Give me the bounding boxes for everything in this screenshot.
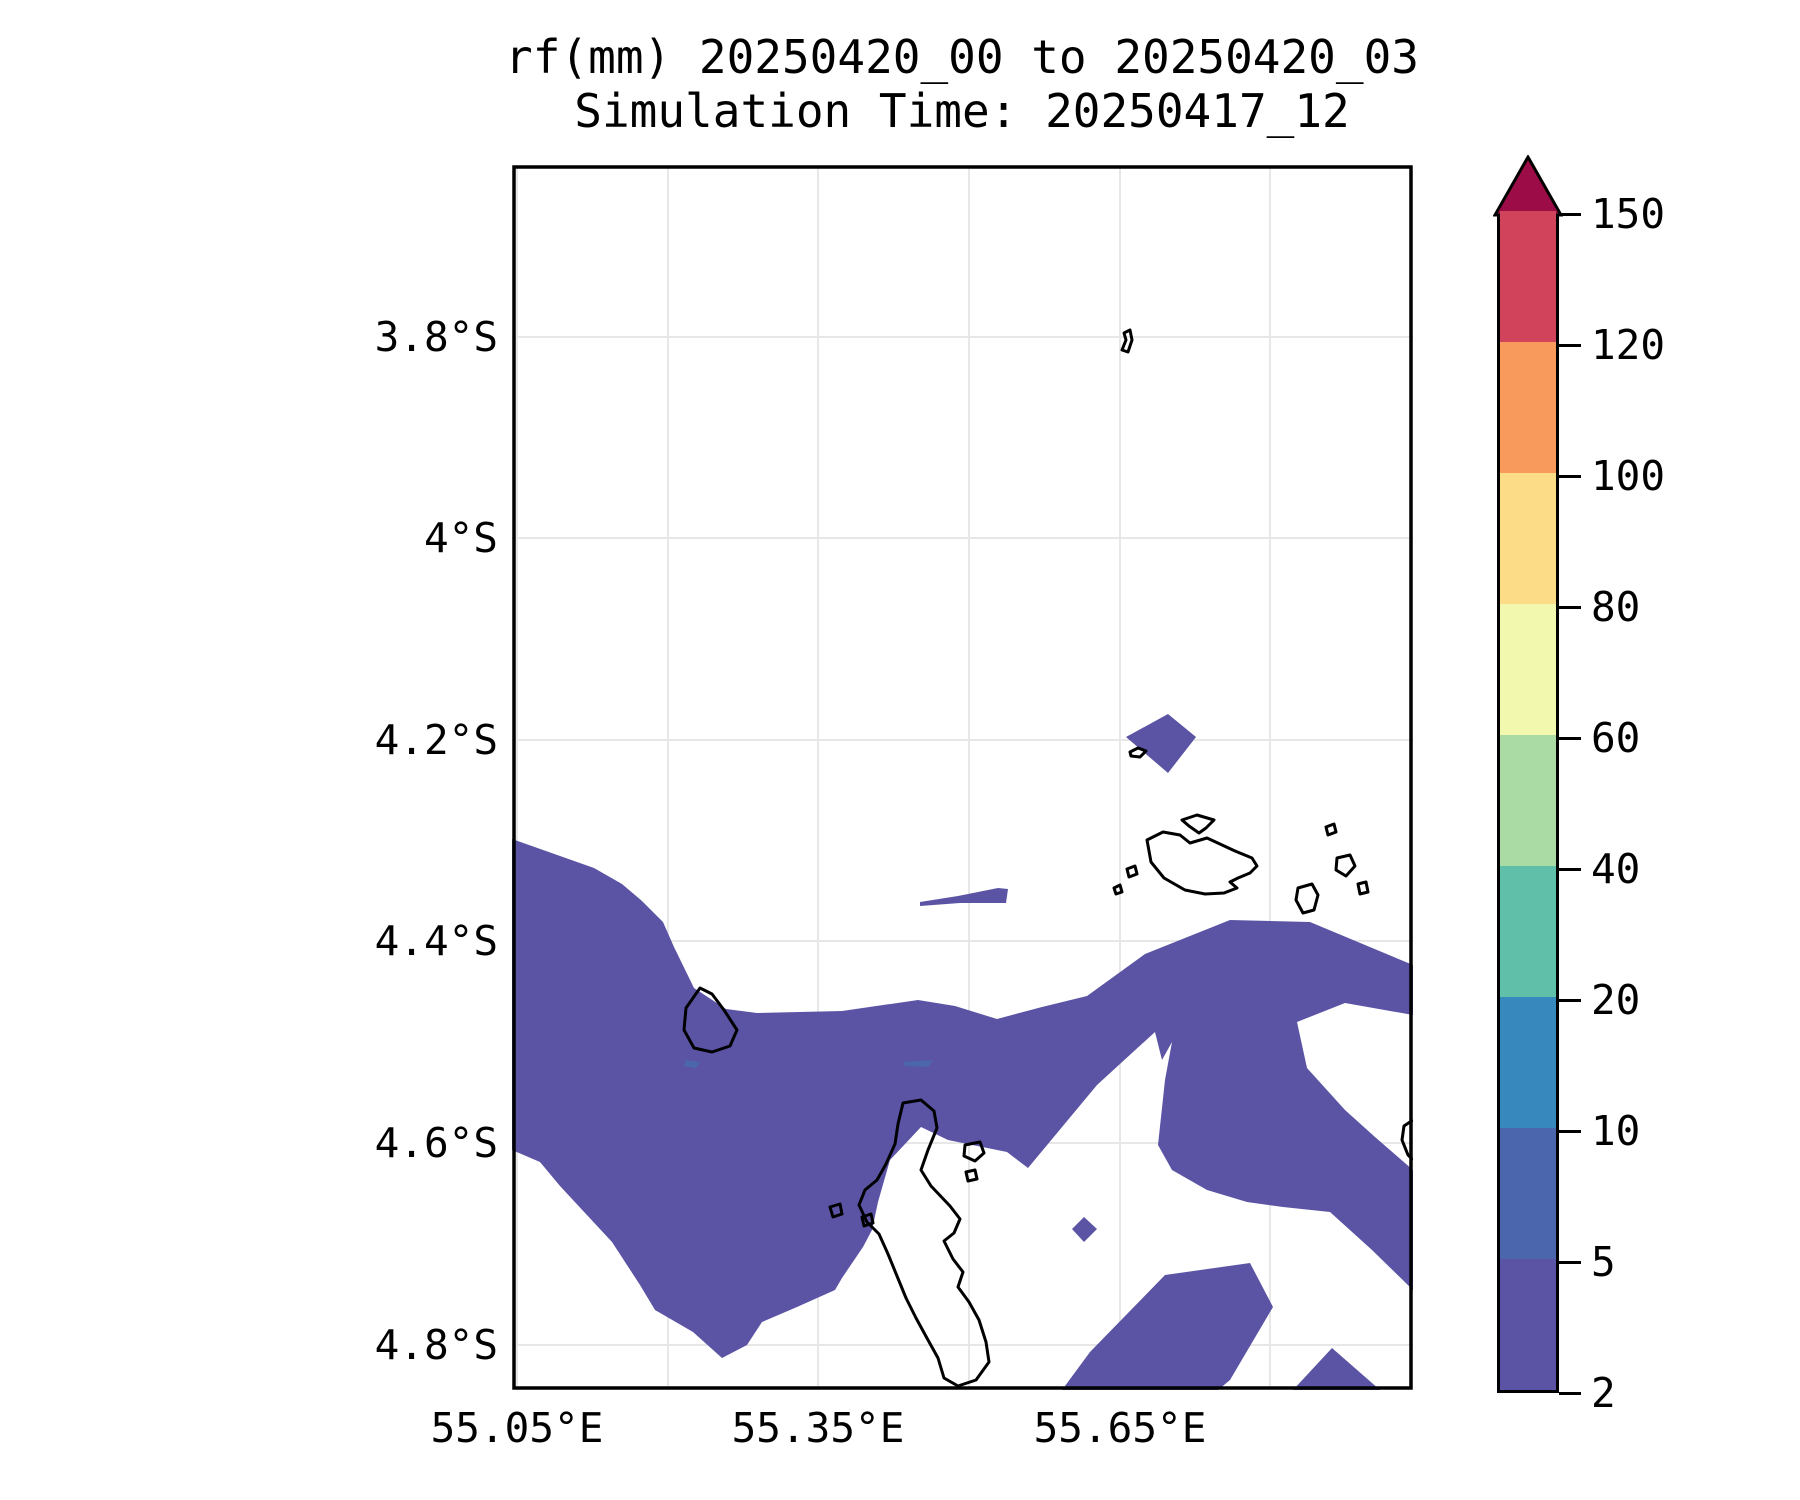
chart-title-line1: rf(mm) 20250420_00 to 20250420_03: [505, 30, 1419, 84]
rain-band-main: [512, 839, 1413, 1358]
map-plot-area: [512, 165, 1413, 1390]
colorbar-segment: [1500, 734, 1556, 866]
x-tick-label: 55.65°E: [1033, 1404, 1207, 1452]
x-tick-label: 55.35°E: [731, 1404, 905, 1452]
rain-sliver-4p35s: [920, 888, 1008, 906]
colorbar-tick: [1559, 343, 1581, 347]
colorbar-tick: [1559, 474, 1581, 478]
colorbar-tick-label: 10: [1591, 1107, 1641, 1155]
colorbar-tick: [1559, 1260, 1581, 1264]
coast-felicite: [1334, 853, 1357, 878]
rain-triangle-bottom-right: [1293, 1348, 1380, 1390]
coast-cousin: [1125, 864, 1139, 879]
coast-curieuse: [1180, 813, 1216, 835]
coast-aride: [1128, 746, 1148, 759]
plot-border-spines: [512, 165, 1413, 1390]
colorbar-segment: [1500, 1127, 1556, 1259]
colorbar-tick-label: 150: [1591, 190, 1666, 238]
colorbar-segment: [1500, 210, 1556, 342]
coast-islet-west-1: [828, 1202, 844, 1219]
colorbar-segment: [1500, 865, 1556, 997]
y-tick-label: 3.8°S: [374, 313, 498, 361]
x-tick-label: 55.05°E: [430, 1404, 604, 1452]
rain5-dash-center: [903, 1060, 933, 1067]
rain-diamond-4p2s: [1126, 714, 1196, 773]
y-tick-label: 4.6°S: [374, 1119, 498, 1167]
colorbar-tick: [1559, 605, 1581, 609]
coast-la-digue: [1294, 882, 1320, 915]
rain5-dash-west: [684, 1060, 700, 1068]
colorbar-segment: [1500, 1258, 1556, 1390]
colorbar-tick-label: 5: [1591, 1238, 1616, 1286]
colorbar-tick-label: 100: [1591, 452, 1666, 500]
colorbar-extend-arrow: [1493, 155, 1563, 217]
colorbar-tick: [1559, 736, 1581, 740]
y-tick-label: 4.8°S: [374, 1321, 498, 1369]
colorbar-segment: [1500, 472, 1556, 604]
y-tick-label: 4.2°S: [374, 716, 498, 764]
colorbar-tick: [1559, 998, 1581, 1002]
coast-islet-east: [964, 1168, 979, 1183]
colorbar-tick: [1559, 1129, 1581, 1133]
coast-marianne: [1356, 880, 1370, 896]
colorbar-tick: [1559, 867, 1581, 871]
y-tick-label: 4.4°S: [374, 917, 498, 965]
coast-islet-west-2: [860, 1212, 875, 1228]
coast-st-anne: [962, 1140, 986, 1163]
colorbar-tick-label: 20: [1591, 976, 1641, 1024]
rain-diamond-4p7s: [1072, 1217, 1097, 1242]
colorbar-segment: [1500, 603, 1556, 735]
colorbar-tick-label: 80: [1591, 583, 1641, 631]
colorbar-tick-label: 2: [1591, 1369, 1616, 1417]
coast-denis: [1120, 328, 1134, 354]
y-tick-label: 4°S: [423, 514, 498, 562]
colorbar-segment: [1500, 996, 1556, 1128]
coast-soeurs: [1324, 822, 1338, 837]
coast-silhouette: [682, 986, 739, 1054]
coast-mahe: [857, 1098, 991, 1388]
colorbar-segment: [1500, 341, 1556, 473]
coast-cousine: [1112, 883, 1124, 896]
colorbar-tick-label: 60: [1591, 714, 1641, 762]
chart-title-line2: Simulation Time: 20250417_12: [574, 84, 1350, 138]
colorbar-tick: [1559, 212, 1581, 216]
coast-praslin: [1145, 830, 1259, 896]
colorbar-tick-label: 40: [1591, 845, 1641, 893]
rain-blob-bottom: [1062, 1263, 1273, 1390]
rainfall-contour-map: [512, 165, 1413, 1390]
colorbar-tick: [1559, 1391, 1581, 1395]
colorbar-bar: [1497, 210, 1559, 1393]
colorbar-tick-label: 120: [1591, 321, 1666, 369]
